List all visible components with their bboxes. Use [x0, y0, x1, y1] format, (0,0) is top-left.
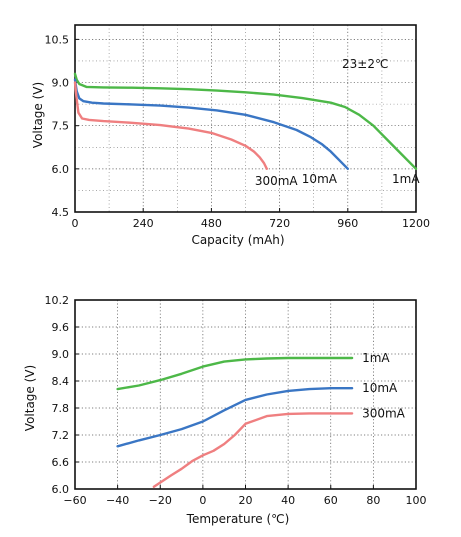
x-tick-label: 240	[133, 217, 154, 230]
x-tick-label: 0	[199, 494, 206, 507]
y-tick-label: 10.5	[45, 33, 70, 46]
x-tick-label: 720	[269, 217, 290, 230]
y-tick-label: 6.0	[52, 483, 70, 496]
y-tick-label: 7.2	[52, 429, 70, 442]
x-tick-label: 20	[239, 494, 253, 507]
chart-0-xlabel: Capacity (mAh)	[191, 233, 284, 247]
x-tick-label: −60	[63, 494, 86, 507]
x-tick-label: 40	[281, 494, 295, 507]
y-tick-label: 6.6	[52, 456, 70, 469]
x-tick-label: 0	[72, 217, 79, 230]
chart-0-ylabel: Voltage (V)	[31, 82, 45, 148]
series-line-1ma	[116, 356, 354, 391]
y-tick-label: 10.2	[45, 294, 70, 307]
x-tick-label: −40	[106, 494, 129, 507]
x-tick-label: 100	[406, 494, 427, 507]
series-line-300ma	[152, 412, 354, 488]
y-tick-label: 8.4	[52, 375, 70, 388]
series-label-1ma: 1mA	[392, 172, 420, 186]
x-tick-label: 60	[324, 494, 338, 507]
y-tick-label: 9.0	[52, 77, 70, 90]
x-tick-label: −20	[149, 494, 172, 507]
series-label-300ma: 300mA	[255, 174, 299, 188]
chart-1-xlabel: Temperature (℃)	[186, 512, 290, 526]
series-line-10ma	[116, 387, 354, 448]
series-line-300ma	[73, 81, 268, 170]
x-tick-label: 1200	[402, 217, 430, 230]
y-tick-label: 7.8	[52, 402, 70, 415]
y-tick-label: 4.5	[52, 206, 70, 219]
series-label-10ma: 10mA	[302, 172, 338, 186]
chart-0-frame	[74, 24, 417, 213]
series-line-10ma	[73, 78, 349, 170]
x-tick-label: 960	[337, 217, 358, 230]
chart-0-annotation: 23±2℃	[342, 57, 388, 71]
series-label-1ma: 1mA	[362, 351, 390, 365]
y-tick-label: 9.6	[52, 321, 70, 334]
y-tick-label: 6.0	[52, 163, 70, 176]
y-tick-label: 7.5	[52, 120, 70, 133]
y-tick-label: 9.0	[52, 348, 70, 361]
chart-capacity-vs-voltage: 23±2℃ Capacity (mAh) Voltage (V) 0 240 480…	[31, 24, 430, 247]
x-tick-label: 80	[366, 494, 380, 507]
series-line-1ma	[73, 72, 418, 170]
chart-temperature-vs-voltage: Temperature (℃) Voltage (V) −60 −40 −20 0 20…	[23, 294, 427, 526]
series-label-300ma: 300mA	[362, 406, 406, 420]
x-tick-label: 480	[201, 217, 222, 230]
series-label-10ma: 10mA	[362, 381, 398, 395]
chart-1-ylabel: Voltage (V)	[23, 365, 37, 431]
